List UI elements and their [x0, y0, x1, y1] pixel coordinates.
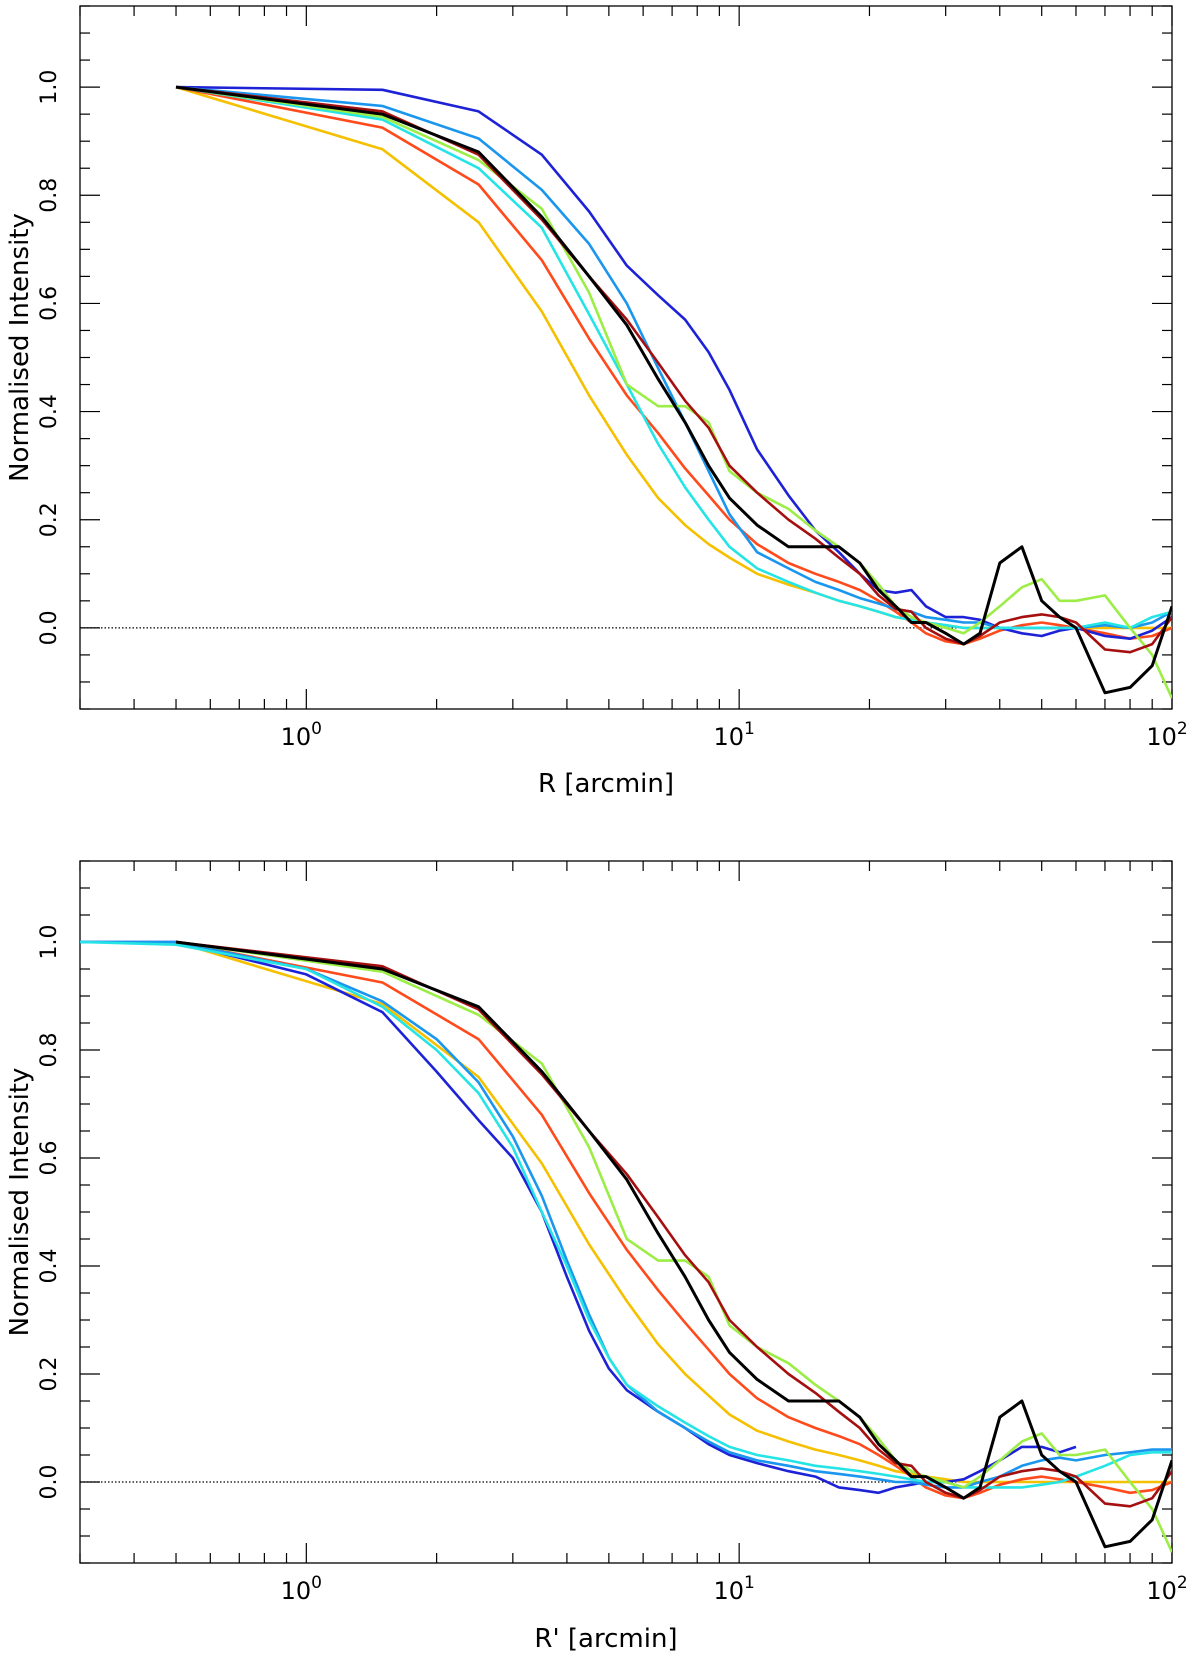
y-tick-label: 0.8 — [37, 1033, 62, 1068]
series-line-5 — [175, 940, 1172, 1553]
series-line-2 — [175, 85, 1172, 641]
x-tick-base: 10 — [713, 1577, 744, 1605]
x-tick-base: 10 — [1146, 723, 1177, 751]
series-line-7 — [175, 940, 1172, 1549]
y-tick-label: 0.6 — [37, 1141, 62, 1176]
x-tick-exponent: 2 — [1177, 1573, 1188, 1593]
series-line-2 — [80, 940, 1077, 1495]
plot-frame — [79, 5, 1173, 710]
y-tick-label: 1.0 — [37, 925, 62, 960]
x-tick-base: 10 — [281, 723, 312, 751]
series-line-1 — [175, 85, 1172, 646]
x-tick-label: 102 — [1146, 719, 1187, 751]
x-tick-exponent: 0 — [311, 1573, 322, 1593]
x-axis-label: R' [arcmin] — [534, 1624, 677, 1654]
plot-frame — [79, 860, 1173, 1564]
x-tick-base: 10 — [713, 723, 744, 751]
y-tick-label: 1.0 — [37, 70, 62, 105]
y-tick-label: 0.8 — [37, 178, 62, 213]
y-tick-label: 0.2 — [37, 502, 62, 537]
series-line-1 — [175, 940, 1172, 1500]
x-tick-label: 100 — [281, 719, 322, 751]
x-tick-label: 101 — [713, 719, 754, 751]
series-line-5 — [175, 85, 1172, 699]
y-tick-label: 0.4 — [37, 1249, 62, 1284]
x-tick-exponent: 1 — [744, 719, 755, 739]
series-line-6 — [175, 85, 1172, 654]
series-line-7 — [175, 85, 1172, 695]
x-tick-label: 100 — [281, 1573, 322, 1605]
x-tick-label: 101 — [713, 1573, 754, 1605]
y-tick-label: 0.0 — [37, 610, 62, 645]
series-line-3 — [80, 940, 1172, 1489]
x-tick-base: 10 — [1146, 1577, 1177, 1605]
y-axis-label: Normalised Intensity — [5, 1068, 35, 1337]
y-tick-label: 0.0 — [37, 1465, 62, 1500]
x-tick-exponent: 2 — [1177, 719, 1188, 739]
x-axis-label: R [arcmin] — [538, 769, 674, 799]
y-axis-label: Normalised Intensity — [5, 213, 35, 482]
y-tick-label: 0.4 — [37, 394, 62, 429]
y-tick-label: 0.6 — [37, 286, 62, 321]
x-tick-exponent: 0 — [311, 719, 322, 739]
x-tick-exponent: 1 — [744, 1573, 755, 1593]
x-tick-base: 10 — [281, 1577, 312, 1605]
x-tick-label: 102 — [1146, 1573, 1187, 1605]
y-tick-label: 0.2 — [37, 1357, 62, 1392]
series-line-4 — [80, 940, 1172, 1489]
